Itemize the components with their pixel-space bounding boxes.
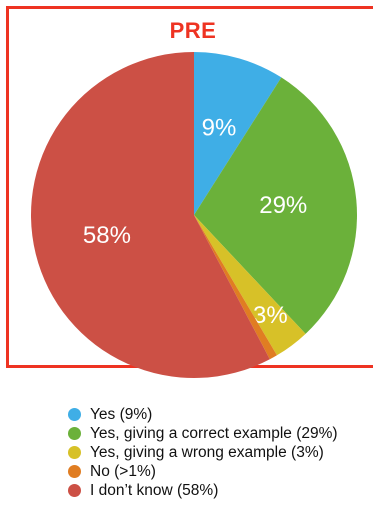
pie-slice-0	[194, 52, 282, 215]
legend-item: Yes, giving a correct example (29%)	[68, 424, 338, 443]
pie-data-label-4: 58%	[83, 222, 131, 249]
pie-chart: 9% 29% 3% 58%	[30, 52, 357, 378]
pie-slice-2	[194, 215, 306, 356]
legend-swatch	[68, 484, 81, 497]
chart-title: PRE	[169, 18, 217, 43]
legend-label: Yes (9%)	[90, 405, 153, 423]
pie-data-label-2: 3%	[253, 302, 288, 329]
pie-slice-3	[194, 215, 277, 360]
legend-label: Yes, giving a correct example (29%)	[90, 424, 338, 442]
pie-slice-1	[194, 77, 357, 334]
legend-label: Yes, giving a wrong example (3%)	[90, 443, 324, 461]
legend: Yes (9%) Yes, giving a correct example (2…	[68, 405, 338, 500]
legend-swatch	[68, 465, 81, 478]
legend-label: No (>1%)	[90, 462, 156, 480]
legend-swatch	[68, 427, 81, 440]
legend-label: I don’t know (58%)	[90, 481, 219, 499]
legend-item: Yes, giving a wrong example (3%)	[68, 443, 338, 462]
legend-swatch	[68, 408, 81, 421]
legend-item: I don’t know (58%)	[68, 481, 338, 500]
pie-data-label-1: 29%	[259, 192, 307, 219]
legend-item: Yes (9%)	[68, 405, 338, 424]
pie-data-label-0: 9%	[202, 114, 237, 141]
legend-swatch	[68, 446, 81, 459]
pie-slice-4	[30, 52, 270, 378]
legend-item: No (>1%)	[68, 462, 338, 481]
